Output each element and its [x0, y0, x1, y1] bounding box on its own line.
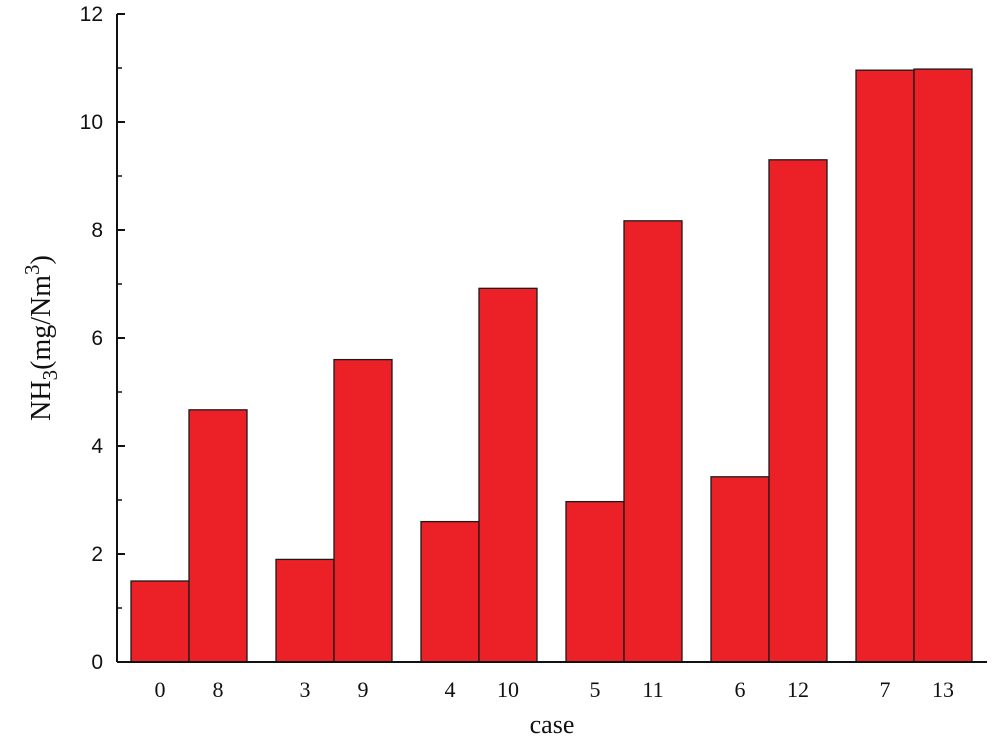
x-axis-label: case: [530, 710, 575, 739]
bar-case-12: [768, 159, 828, 663]
bar-case-6: [710, 476, 770, 663]
x-tick-label: 11: [642, 677, 663, 702]
y-axis-label-superscript: 3: [20, 264, 44, 275]
y-tick-label: 6: [91, 327, 103, 350]
x-tick-label: 3: [300, 677, 311, 702]
y-axis-label: NH3(mg/Nm3): [20, 255, 62, 421]
y-axis-label-subscript: 3: [38, 370, 62, 381]
y-axis-label-part: NH: [26, 380, 57, 420]
x-tick-label: 7: [880, 677, 891, 702]
x-tick-label: 6: [735, 677, 746, 702]
y-axis-label-part: (mg/Nm: [26, 275, 57, 370]
bar-case-8: [188, 409, 248, 663]
x-tick-label: 4: [445, 677, 456, 702]
axes-layer: 0 8 3 9 4 10 5 11 6 12 7 13 0 2 4 6 8 10 12: [80, 3, 987, 702]
bar-case-3: [275, 558, 335, 663]
bar-case-10: [478, 287, 538, 663]
x-tick-label: 9: [358, 677, 369, 702]
bar-case-7: [855, 69, 915, 663]
x-tick-label: 13: [932, 677, 954, 702]
bar-case-4: [420, 520, 480, 663]
y-tick-label: 2: [91, 543, 103, 566]
y-tick-label: 4: [91, 435, 103, 458]
y-tick-label: 0: [91, 651, 103, 674]
bar-case-0: [130, 580, 190, 663]
x-tick-label: 0: [155, 677, 166, 702]
x-tick-label: 8: [213, 677, 224, 702]
x-tick-label: 10: [497, 677, 519, 702]
y-tick-label: 12: [80, 3, 103, 26]
x-tick-label: 12: [787, 677, 809, 702]
y-axis-label-part: ): [26, 255, 57, 264]
bar-case-11: [623, 220, 683, 663]
bars-layer: [130, 68, 973, 663]
y-tick-label: 10: [80, 111, 103, 134]
x-tick-label: 5: [590, 677, 601, 702]
y-tick-label: 8: [91, 219, 103, 242]
bar-case-5: [565, 500, 625, 663]
bar-case-9: [333, 358, 393, 663]
bar-case-13: [913, 68, 973, 663]
